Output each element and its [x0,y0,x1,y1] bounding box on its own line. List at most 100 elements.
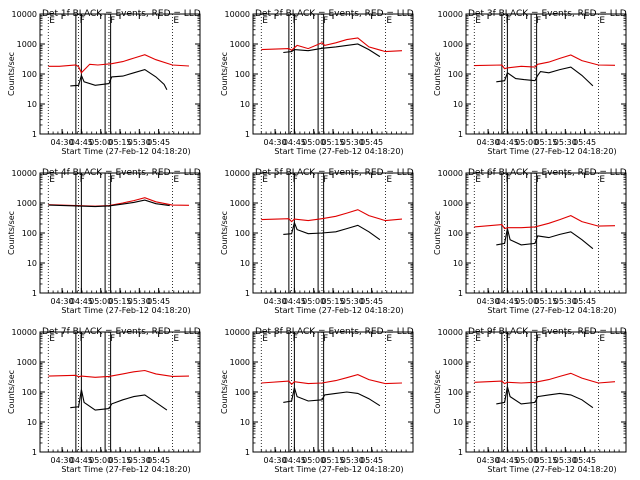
interval-box [530,13,538,135]
y-tick-label: 1 [458,448,463,457]
plot-frame [465,172,627,294]
x-tick-label: 04:45 [496,456,519,465]
x-tick-label: 04:45 [70,297,93,306]
time-marker-label: E [173,334,179,344]
time-marker-label: E [386,334,392,344]
events-series-line [48,199,170,208]
x-tick-label: 05:45 [360,297,383,306]
x-tick-label: 05:15 [108,297,131,306]
x-tick-label: 05:15 [321,138,344,147]
y-tick-label: 10000 [12,328,37,337]
events-series-line [70,69,168,90]
y-tick-label: 1 [245,130,250,139]
detector-panel-8: 1 10 100 1000 10000 04:3004:4505:0005:1505:30… [220,327,414,474]
events-series-line [283,43,381,58]
x-tick-label: 05:00 [515,138,538,147]
time-marker-label: E [475,16,481,26]
x-axis-label: Start Time (27-Feb-12 04:18:20) [274,147,403,156]
y-tick-label: 1000 [443,199,463,208]
x-tick-label: 05:45 [147,138,170,147]
interval-box [317,331,325,453]
y-tick-label: 100 [448,70,463,79]
time-marker-label: F [293,175,298,185]
y-tick-label: 1000 [443,358,463,367]
y-tick-label: 10000 [438,328,463,337]
time-marker-label: F [110,334,115,344]
interval-box [288,172,295,294]
time-marker-label: F [80,334,85,344]
x-axis-label: Start Time (27-Feb-12 04:18:20) [487,306,616,315]
x-tick-label: 05:15 [534,138,557,147]
interval-box [104,331,112,453]
y-tick-label: 1 [245,448,250,457]
y-tick-label: 1000 [443,40,463,49]
y-tick-label: 100 [22,229,37,238]
detector-panel-9: 1 10 100 1000 10000 04:3004:4505:0005:1505:30… [433,327,627,474]
y-tick-label: 10 [27,259,37,268]
plot-frame [465,331,627,453]
y-axis-label: Counts/sec [7,370,16,414]
time-marker-label: F [506,16,511,26]
y-tick-label: 100 [235,70,250,79]
y-tick-label: 1000 [17,358,37,367]
events-series-line [496,228,594,250]
lld-series-line [261,374,403,386]
x-axis-label: Start Time (27-Feb-12 04:18:20) [274,306,403,315]
time-marker-label: F [323,175,328,185]
x-tick-label: 05:45 [573,138,596,147]
y-axis-label: Counts/sec [220,370,229,414]
detector-panel-1: 1 10 100 1000 10000 04:3004:4505:0005:1505:30… [7,9,201,156]
y-tick-label: 10000 [12,169,37,178]
x-tick-label: 05:15 [321,456,344,465]
plot-frame [252,172,414,294]
x-tick-label: 04:45 [496,138,519,147]
y-axis-label: Counts/sec [220,211,229,255]
x-tick-label: 05:30 [341,138,364,147]
y-axis-label: Counts/sec [7,52,16,96]
y-tick-label: 100 [235,388,250,397]
y-tick-label: 10 [27,418,37,427]
x-tick-label: 04:30 [477,456,500,465]
x-tick-label: 05:00 [302,138,325,147]
detector-panel-2: 1 10 100 1000 10000 04:3004:4505:0005:1505:30… [220,9,414,156]
time-marker-label: E [386,16,392,26]
x-tick-label: 04:30 [477,138,500,147]
interval-box [501,172,508,294]
y-tick-label: 10000 [12,10,37,19]
time-marker-label: E [475,334,481,344]
x-tick-label: 05:45 [360,138,383,147]
x-tick-label: 04:45 [283,456,306,465]
x-tick-label: 05:00 [89,297,112,306]
plot-frame [39,331,201,453]
detector-panel-3: 1 10 100 1000 10000 04:3004:4505:0005:1505:30… [433,9,627,156]
detector-panel-6: 1 10 100 1000 10000 04:3004:4505:0005:1505:30… [433,168,627,315]
time-marker-label: F [110,16,115,26]
x-tick-label: 04:30 [264,138,287,147]
time-marker-label: F [80,16,85,26]
interval-box [75,172,82,294]
time-marker-label: E [599,16,605,26]
y-axis-label: Counts/sec [220,52,229,96]
x-tick-label: 05:30 [128,456,151,465]
x-tick-label: 04:30 [51,297,74,306]
x-axis-label: Start Time (27-Feb-12 04:18:20) [61,465,190,474]
y-tick-label: 100 [22,388,37,397]
events-series-line [283,220,381,241]
y-tick-label: 10000 [225,169,250,178]
x-tick-label: 05:30 [554,297,577,306]
time-marker-label: E [262,16,268,26]
y-tick-label: 1000 [230,40,250,49]
time-marker-label: F [536,16,541,26]
interval-box [288,331,295,453]
x-tick-label: 05:45 [147,456,170,465]
lld-series-line [474,214,616,230]
interval-box [104,13,112,135]
plot-frame [252,331,414,453]
panel-title: Det 4f BLACK = Events, RED = LLD [42,168,201,178]
x-tick-label: 05:30 [341,297,364,306]
y-tick-label: 1 [458,130,463,139]
y-tick-label: 10 [453,100,463,109]
x-tick-label: 05:30 [341,456,364,465]
detector-panel-4: 1 10 100 1000 10000 04:3004:4505:0005:1505:30… [7,168,201,315]
